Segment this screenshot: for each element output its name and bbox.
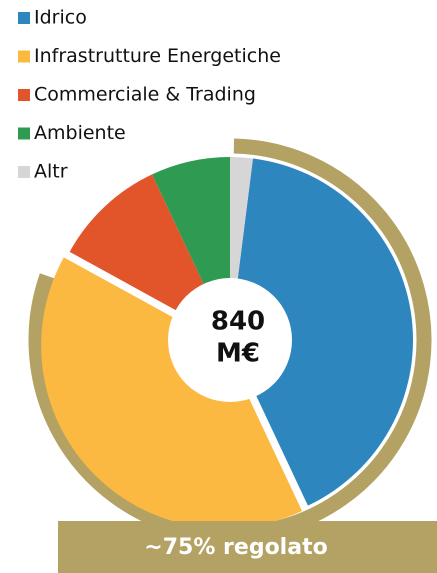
legend-swatch xyxy=(18,166,30,178)
legend-label: Commerciale & Trading xyxy=(34,84,256,106)
pie-slice xyxy=(230,158,413,506)
pie-slice xyxy=(41,257,303,529)
legend-swatch xyxy=(18,12,30,24)
legend-swatch xyxy=(18,50,30,63)
regulated-ring xyxy=(28,138,432,542)
legend-label: Ambiente xyxy=(34,122,126,144)
center-label: M€ xyxy=(216,339,260,369)
annotation-box xyxy=(58,521,437,573)
donut-hole xyxy=(168,278,292,402)
legend-label: Infrastrutture Energetiche xyxy=(34,45,281,67)
center-label: 840 xyxy=(211,307,265,337)
legend-label: Idrico xyxy=(34,7,87,29)
legend-swatch xyxy=(18,89,30,101)
legend-swatch xyxy=(18,127,30,140)
annotation: ~75% regolato xyxy=(144,535,327,560)
legend-label: Altr xyxy=(34,161,68,183)
